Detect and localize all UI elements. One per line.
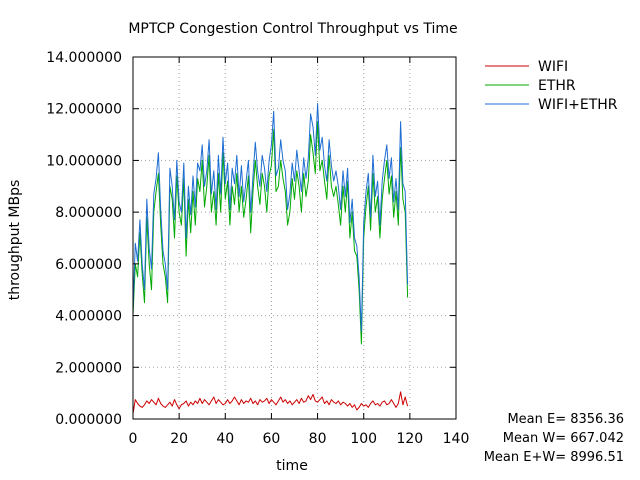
- series-line-wifi-ethr: [132, 103, 409, 332]
- legend-label-wifi: WIFI: [538, 59, 568, 75]
- legend-label-wifi-ethr: WIFI+ETHR: [538, 97, 618, 113]
- legend-label-ethr: ETHR: [538, 78, 576, 94]
- axis-ticks: 0 20 40 60 80 100 120 140 0.000000 2.000000 4.0000…: [46, 50, 469, 447]
- series-line-wifi: [132, 391, 409, 414]
- y-tick-label: 6.000000: [55, 257, 122, 273]
- x-axis-label: time: [276, 458, 308, 474]
- x-tick-label: 80: [309, 431, 327, 447]
- x-tick-label: 140: [443, 431, 470, 447]
- x-tick-label: 0: [129, 431, 138, 447]
- x-tick-label: 40: [216, 431, 234, 447]
- x-tick-label: 20: [170, 431, 188, 447]
- y-tick-label: 4.000000: [55, 309, 122, 325]
- series-lines: [132, 103, 409, 414]
- y-axis-label: throughput MBps: [7, 180, 23, 301]
- y-tick-label: 12.000000: [46, 102, 122, 118]
- y-tick-label: 14.000000: [46, 50, 122, 66]
- chart-title: MPTCP Congestion Control Throughput vs T…: [128, 21, 457, 37]
- mean-w-stat: Mean W= 667.042: [503, 431, 624, 446]
- legend: WIFI ETHR WIFI+ETHR: [485, 59, 618, 113]
- x-tick-label: 100: [350, 431, 377, 447]
- y-tick-label: 0.000000: [55, 412, 122, 428]
- x-tick-label: 120: [396, 431, 423, 447]
- y-tick-label: 8.000000: [55, 205, 122, 221]
- mean-ew-stat: Mean E+W= 8996.51: [484, 450, 624, 465]
- mean-e-stat: Mean E= 8356.36: [507, 412, 624, 427]
- plot-area-border: [132, 56, 457, 420]
- x-tick-label: 60: [263, 431, 281, 447]
- y-tick-label: 2.000000: [55, 360, 122, 376]
- grid-lines: [133, 57, 456, 419]
- y-tick-label: 10.000000: [46, 153, 122, 169]
